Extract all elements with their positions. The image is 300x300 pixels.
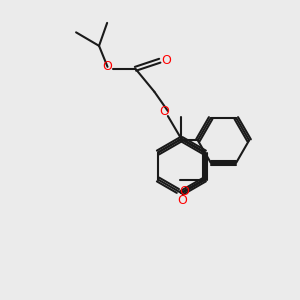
Text: O: O xyxy=(179,185,189,199)
Text: O: O xyxy=(177,194,187,208)
Text: O: O xyxy=(161,54,171,67)
Text: O: O xyxy=(159,105,169,118)
Text: O: O xyxy=(103,60,112,73)
